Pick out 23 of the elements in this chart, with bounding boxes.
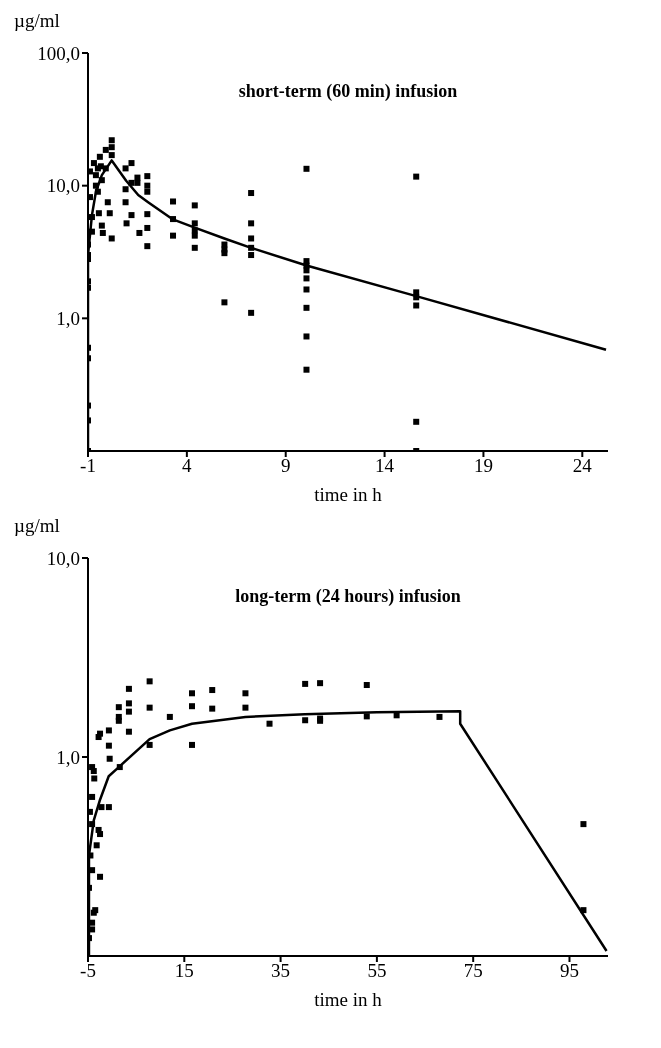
x-tick-label: 19	[473, 455, 493, 477]
x-tick-label: 14	[375, 455, 395, 477]
y-tick-label: 10,0	[46, 175, 80, 197]
x-tick-label: 75	[463, 960, 483, 982]
x-axis-title: time in h	[314, 989, 383, 1010]
x-tick-label: -1	[80, 455, 96, 477]
x-tick-label: 15	[174, 960, 194, 982]
x-tick-label: 95	[559, 960, 579, 982]
x-tick-label: 55	[367, 960, 387, 982]
y-axis-title: µg/ml	[14, 515, 60, 537]
x-tick-label: 4	[182, 455, 193, 477]
text: long-term (24 hours) infusion	[234, 586, 462, 607]
y-axis-title: µg/ml	[14, 10, 60, 32]
text: short-term (60 min) infusion	[237, 81, 459, 102]
y-tick-label: 10,0	[46, 547, 80, 569]
x-tick-label: 35	[271, 960, 291, 982]
y-tick-label: 1,0	[56, 746, 80, 768]
y-tick-label: 1,0	[56, 308, 80, 330]
x-tick-label: 24	[572, 455, 593, 477]
x-tick-label: 9	[280, 455, 291, 477]
y-tick-label: 100,0	[37, 42, 80, 64]
x-tick-label: -5	[80, 960, 96, 982]
x-axis-title: time in h	[314, 484, 383, 505]
